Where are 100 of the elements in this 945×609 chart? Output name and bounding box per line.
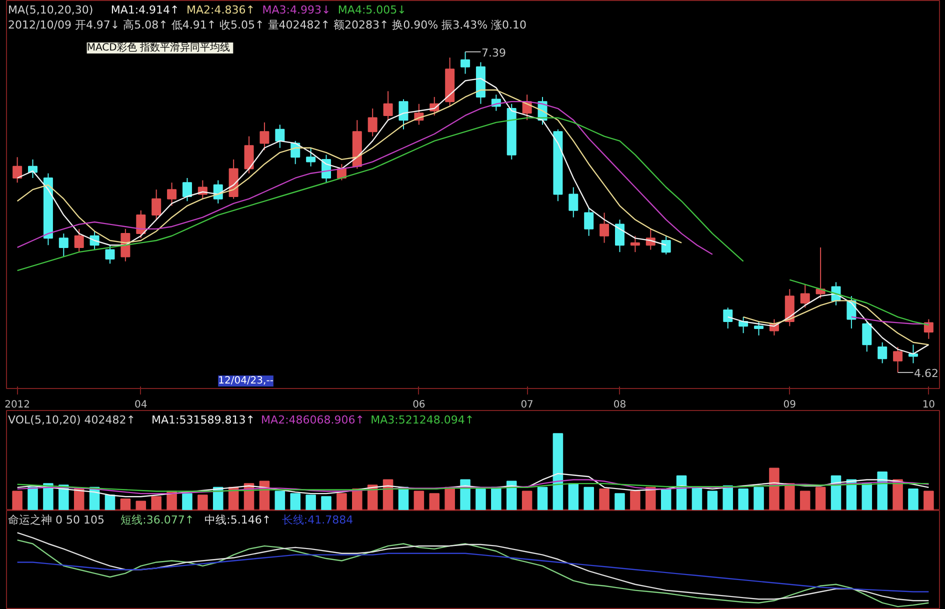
candlestick	[182, 177, 192, 202]
bar	[290, 493, 300, 510]
x-tick-label: 04	[134, 400, 148, 410]
bar	[722, 485, 734, 510]
bar	[336, 493, 347, 510]
candlestick	[754, 321, 764, 336]
text: 12/04/23,--	[218, 376, 274, 386]
bar	[614, 493, 625, 510]
bar	[738, 488, 748, 510]
x-tick-label: 10	[922, 400, 936, 410]
bar	[321, 496, 332, 510]
candlestick	[12, 156, 22, 184]
candlestick	[105, 244, 115, 264]
candlestick	[398, 98, 408, 130]
bar	[429, 493, 440, 510]
x-tick-label: 07	[520, 400, 534, 410]
bar	[120, 498, 131, 510]
bar	[306, 494, 316, 510]
text: MA2:486068.906↑	[261, 414, 364, 426]
annotation: 4.62	[914, 366, 939, 380]
bar	[12, 490, 22, 510]
text: MA3:4.993↓	[262, 4, 331, 16]
bar	[537, 486, 548, 510]
text: 短线:36.077↑	[120, 514, 194, 526]
bar	[43, 483, 54, 510]
x-tick-label: 2012	[4, 400, 30, 410]
bar	[522, 490, 532, 510]
candlestick	[893, 346, 903, 373]
bar	[491, 486, 502, 510]
bar	[476, 488, 486, 510]
bar	[136, 500, 146, 510]
x-tick-label: 09	[783, 400, 796, 410]
bar	[198, 494, 208, 510]
candlestick	[58, 233, 68, 258]
candlestick	[167, 182, 177, 206]
bar	[414, 490, 424, 510]
bar	[568, 483, 579, 510]
bar	[877, 472, 888, 510]
bar	[800, 490, 810, 510]
bar	[460, 479, 470, 510]
candlestick	[600, 212, 610, 244]
candlestick	[862, 321, 872, 352]
bar	[552, 433, 564, 510]
bar	[908, 488, 918, 510]
candlestick	[368, 108, 378, 137]
bar	[151, 496, 162, 510]
candlestick	[568, 186, 578, 218]
candlestick	[908, 344, 918, 364]
chart-title: 命运之神 0 50 105	[8, 514, 105, 526]
candlestick	[661, 235, 671, 255]
bar	[646, 486, 656, 510]
text: 中线:5.146↑	[204, 514, 272, 526]
chart-subtitle: 2012/10/09 开4.97↓ 高5.08↑ 低4.91↑ 收5.05↑ 量402482↑ 额20283↑ 换0.90% 振3.43% 涨0.10	[8, 18, 527, 32]
bar	[630, 490, 640, 510]
text: MA4:5.005↓	[338, 4, 406, 16]
bar	[784, 483, 795, 510]
bar	[707, 490, 718, 510]
text: MA1:4.914↑	[110, 4, 180, 16]
bar	[862, 483, 872, 510]
bar	[924, 490, 934, 510]
candlestick	[723, 307, 733, 329]
candlestick	[306, 147, 316, 167]
bar	[754, 486, 764, 510]
text: MA2:4.836↑	[186, 4, 255, 16]
candlestick	[244, 136, 254, 174]
candlestick	[260, 122, 270, 151]
bar	[815, 486, 826, 510]
candlestick	[584, 208, 594, 236]
candlestick	[152, 189, 162, 220]
candlestick	[878, 342, 888, 364]
bar	[584, 486, 594, 510]
bar	[274, 490, 286, 510]
bar	[444, 486, 455, 510]
candlestick	[383, 90, 393, 121]
bar	[692, 486, 702, 510]
text: 长线:41.7884	[282, 514, 354, 526]
bar	[104, 494, 116, 510]
bar	[660, 488, 672, 510]
annotation: MACD彩色 指数平滑异同平均线	[86, 42, 230, 54]
x-tick-label: 06	[412, 400, 426, 410]
candlestick	[275, 124, 285, 148]
x-tick-label: 08	[613, 400, 626, 410]
bar	[599, 488, 610, 510]
text: MA3:521248.094↑	[370, 414, 474, 426]
bar	[382, 479, 394, 510]
bar	[182, 493, 192, 510]
candlestick	[615, 219, 624, 253]
bar	[506, 480, 517, 510]
bar	[28, 486, 38, 510]
chart-title: MA(5,10,20,30)	[8, 4, 94, 16]
candlestick	[74, 228, 84, 253]
candlestick	[460, 51, 470, 74]
bar	[769, 468, 780, 510]
annotation: 7.39	[481, 46, 506, 60]
candlestick	[136, 210, 146, 239]
bar	[74, 488, 84, 510]
candlestick	[630, 235, 640, 253]
candlestick	[800, 284, 810, 308]
text: MA1:531589.813↑	[151, 414, 255, 426]
chart-title: VOL(5,10,20) 402482↑	[8, 414, 136, 426]
